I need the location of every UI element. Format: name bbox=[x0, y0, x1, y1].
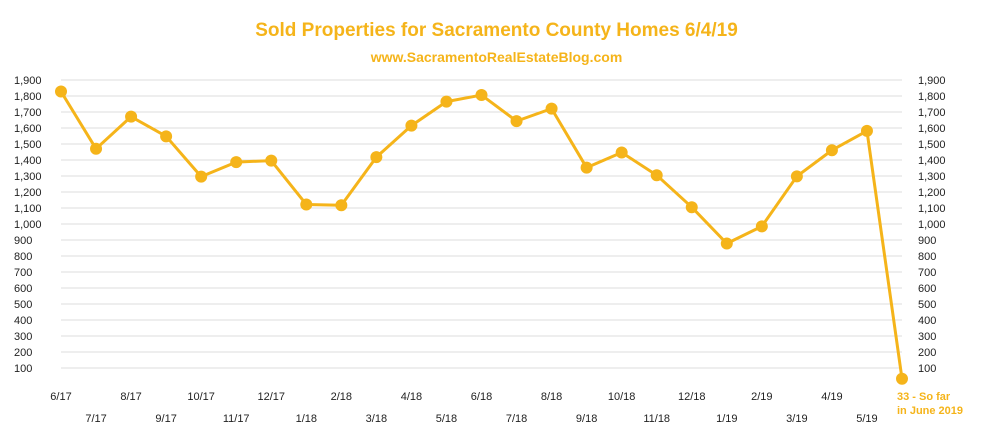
x-tick-label: 3/19 bbox=[786, 413, 807, 425]
x-tick-label: 2/18 bbox=[331, 391, 352, 403]
y-tick-label-right: 1,500 bbox=[918, 139, 946, 151]
chart-subtitle: www.SacramentoRealEstateBlog.com bbox=[370, 49, 623, 65]
x-tick-label: 10/17 bbox=[187, 391, 215, 403]
y-tick-label-left: 1,400 bbox=[14, 155, 42, 167]
y-tick-label-left: 1,300 bbox=[14, 171, 42, 183]
y-tick-label-right: 1,900 bbox=[918, 75, 946, 87]
y-tick-label-right: 100 bbox=[918, 363, 936, 375]
y-tick-label-right: 1,100 bbox=[918, 203, 946, 215]
x-tick-label: 8/18 bbox=[541, 391, 562, 403]
y-tick-label-left: 700 bbox=[14, 267, 32, 279]
data-point bbox=[545, 102, 558, 115]
chart-title: Sold Properties for Sacramento County Ho… bbox=[255, 20, 738, 41]
y-tick-label-right: 600 bbox=[918, 283, 936, 295]
data-point bbox=[230, 156, 243, 169]
data-point bbox=[685, 201, 698, 214]
y-tick-label-left: 900 bbox=[14, 235, 32, 247]
y-tick-label-left: 200 bbox=[14, 347, 32, 359]
y-axis-left: 100 200 300 400 500 600 700 800 900 1,000 1,100 1,2… bbox=[14, 75, 42, 375]
y-tick-label-left: 800 bbox=[14, 251, 32, 263]
x-tick-label-june-note: 33 - So far bbox=[897, 391, 951, 403]
y-tick-label-left: 500 bbox=[14, 299, 32, 311]
y-tick-label-right: 1,800 bbox=[918, 91, 946, 103]
data-point bbox=[125, 110, 138, 123]
x-tick-label: 7/18 bbox=[506, 413, 527, 425]
y-tick-label-right: 900 bbox=[918, 235, 936, 247]
y-tick-label-right: 700 bbox=[918, 267, 936, 279]
x-tick-label: 9/17 bbox=[155, 413, 176, 425]
y-tick-label-right: 1,300 bbox=[918, 171, 946, 183]
data-point bbox=[860, 124, 873, 137]
y-tick-label-left: 1,000 bbox=[14, 219, 42, 231]
x-tick-label: 12/17 bbox=[257, 391, 285, 403]
y-tick-label-left: 1,900 bbox=[14, 75, 42, 87]
x-axis: 6/17 7/17 8/17 9/17 10/17 11/17 12/17 1/18 2/18 3… bbox=[50, 391, 963, 425]
y-tick-label-left: 300 bbox=[14, 331, 32, 343]
data-point bbox=[195, 170, 208, 183]
y-tick-label-right: 800 bbox=[918, 251, 936, 263]
y-tick-label-right: 1,600 bbox=[918, 123, 946, 135]
data-point bbox=[265, 154, 278, 167]
y-tick-label-left: 1,600 bbox=[14, 123, 42, 135]
x-tick-label: 9/18 bbox=[576, 413, 597, 425]
x-tick-label: 12/18 bbox=[678, 391, 706, 403]
y-tick-label-left: 1,800 bbox=[14, 91, 42, 103]
x-tick-label: 11/17 bbox=[223, 413, 250, 425]
data-point bbox=[475, 89, 488, 102]
data-point bbox=[510, 115, 523, 128]
x-tick-label: 6/17 bbox=[50, 391, 71, 403]
y-axis-right: 100 200 300 400 500 600 700 800 900 1,000 1,100 1,2… bbox=[918, 75, 946, 375]
x-tick-label: 1/18 bbox=[296, 413, 317, 425]
y-tick-label-right: 300 bbox=[918, 331, 936, 343]
x-tick-label-june-note: in June 2019 bbox=[897, 405, 963, 417]
y-tick-label-left: 100 bbox=[14, 363, 32, 375]
y-tick-label-right: 1,700 bbox=[918, 107, 946, 119]
data-point bbox=[755, 220, 768, 233]
data-point bbox=[790, 170, 803, 183]
x-tick-label: 5/19 bbox=[856, 413, 877, 425]
y-tick-label-left: 1,700 bbox=[14, 107, 42, 119]
data-point bbox=[160, 130, 173, 143]
y-tick-label-left: 1,200 bbox=[14, 187, 42, 199]
x-tick-label: 7/17 bbox=[85, 413, 106, 425]
data-point bbox=[300, 198, 313, 211]
data-point bbox=[440, 95, 453, 108]
y-tick-label-left: 400 bbox=[14, 315, 32, 327]
x-tick-label: 4/18 bbox=[401, 391, 422, 403]
y-tick-label-right: 1,000 bbox=[918, 219, 946, 231]
data-point bbox=[55, 85, 67, 98]
x-tick-label: 6/18 bbox=[471, 391, 492, 403]
y-tick-label-right: 400 bbox=[918, 315, 936, 327]
x-tick-label: 8/17 bbox=[120, 391, 141, 403]
x-tick-label: 5/18 bbox=[436, 413, 457, 425]
y-tick-label-left: 1,100 bbox=[14, 203, 42, 215]
x-tick-label: 3/18 bbox=[366, 413, 387, 425]
data-point bbox=[615, 146, 628, 159]
x-tick-label: 1/19 bbox=[716, 413, 737, 425]
data-point bbox=[896, 372, 908, 385]
series-sold-properties bbox=[55, 85, 908, 385]
data-point bbox=[335, 199, 348, 212]
y-tick-label-left: 600 bbox=[14, 283, 32, 295]
data-point bbox=[650, 169, 663, 182]
y-tick-label-right: 1,200 bbox=[918, 187, 946, 199]
data-point bbox=[580, 161, 593, 174]
x-tick-label: 10/18 bbox=[608, 391, 636, 403]
y-tick-label-right: 500 bbox=[918, 299, 936, 311]
data-point bbox=[90, 142, 103, 155]
y-tick-label-right: 1,400 bbox=[918, 155, 946, 167]
x-tick-label: 11/18 bbox=[643, 413, 670, 425]
x-tick-label: 2/19 bbox=[751, 391, 772, 403]
data-point bbox=[825, 144, 838, 157]
y-tick-label-left: 1,500 bbox=[14, 139, 42, 151]
data-point bbox=[720, 237, 733, 250]
data-point bbox=[370, 151, 383, 164]
data-point bbox=[405, 119, 418, 132]
gridlines bbox=[61, 79, 902, 369]
x-tick-label: 4/19 bbox=[821, 391, 842, 403]
y-tick-label-right: 200 bbox=[918, 347, 936, 359]
